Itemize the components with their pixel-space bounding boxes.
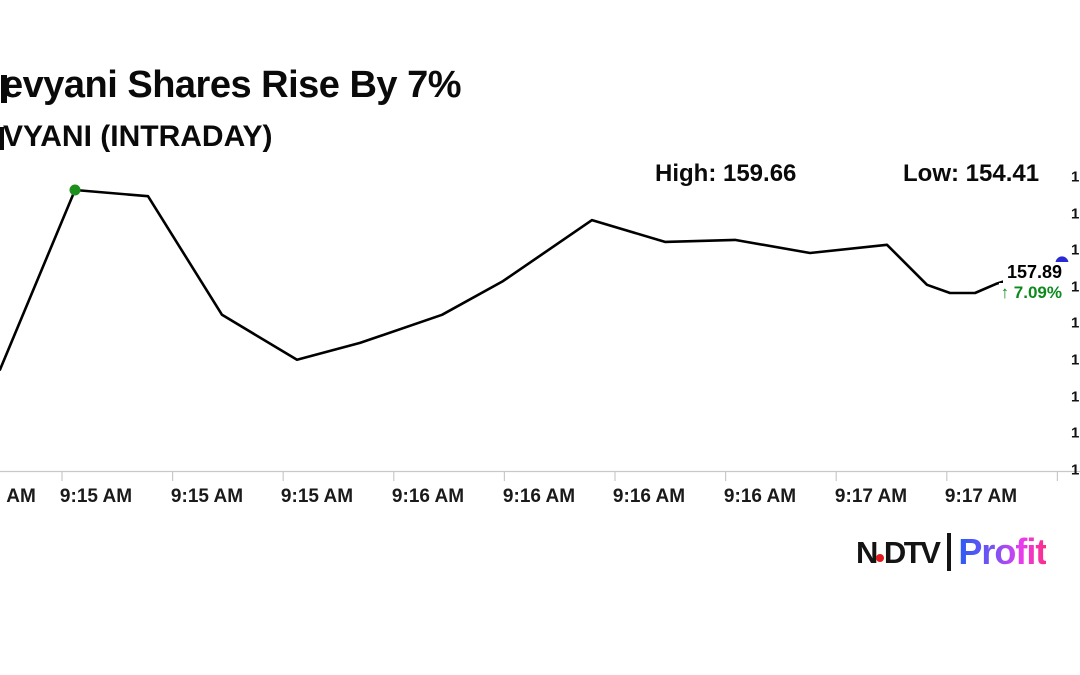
y-axis-clipped-label: 1	[1071, 424, 1080, 442]
y-axis-clipped-label: 1	[1071, 461, 1080, 479]
x-axis-label: 9:16 AM	[502, 486, 576, 507]
logo-divider	[947, 533, 952, 571]
y-axis-clipped-label: 1	[1071, 314, 1080, 332]
x-axis-label: 9:16 AM	[612, 486, 686, 507]
y-axis-clipped-label: 1	[1071, 388, 1080, 406]
ndtv-wordmark: N DTV	[856, 534, 941, 570]
chart-title: evyani Shares Rise By 7%	[2, 64, 462, 106]
price-change-value: 7.09%	[1013, 283, 1062, 302]
x-axis-label: 9:15 AM	[59, 486, 133, 507]
ndtv-red-dot-icon	[875, 553, 884, 562]
clipped-letter-fragment	[1, 75, 7, 103]
y-axis-clipped-label: 1	[1071, 168, 1080, 186]
y-axis-clipped-label: 1	[1071, 241, 1080, 259]
y-axis-clipped-label: 1	[1071, 278, 1080, 296]
up-arrow-icon: ↑	[1000, 283, 1010, 302]
ndtv-letters-dtv: DTV	[883, 534, 941, 570]
x-axis-label: AM	[6, 486, 36, 507]
ndtv-profit-logo: N DTV Profit	[856, 531, 1047, 573]
x-axis-label: 9:15 AM	[170, 486, 244, 507]
x-axis-label: 9:16 AM	[723, 486, 797, 507]
x-axis-label: 9:17 AM	[834, 486, 908, 507]
clipped-letter-fragment	[0, 127, 4, 150]
ndtv-letter-n: N	[856, 534, 878, 570]
high-value-label: High: 159.66	[655, 160, 797, 187]
y-axis-clipped-label: 1	[1071, 205, 1080, 223]
last-price-label: 157.89	[1002, 262, 1070, 283]
chart-subtitle: VYANI (INTRADAY)	[3, 120, 273, 153]
y-axis-clipped-label: 1	[1071, 351, 1080, 369]
low-value-label: Low: 154.41	[903, 160, 1040, 187]
x-axis-label: 9:17 AM	[944, 486, 1018, 507]
x-axis-label: 9:15 AM	[280, 486, 354, 507]
price-change-label: ↑ 7.09%	[998, 283, 1064, 303]
profit-wordmark: Profit	[958, 531, 1047, 572]
x-axis-label: 9:16 AM	[391, 486, 465, 507]
